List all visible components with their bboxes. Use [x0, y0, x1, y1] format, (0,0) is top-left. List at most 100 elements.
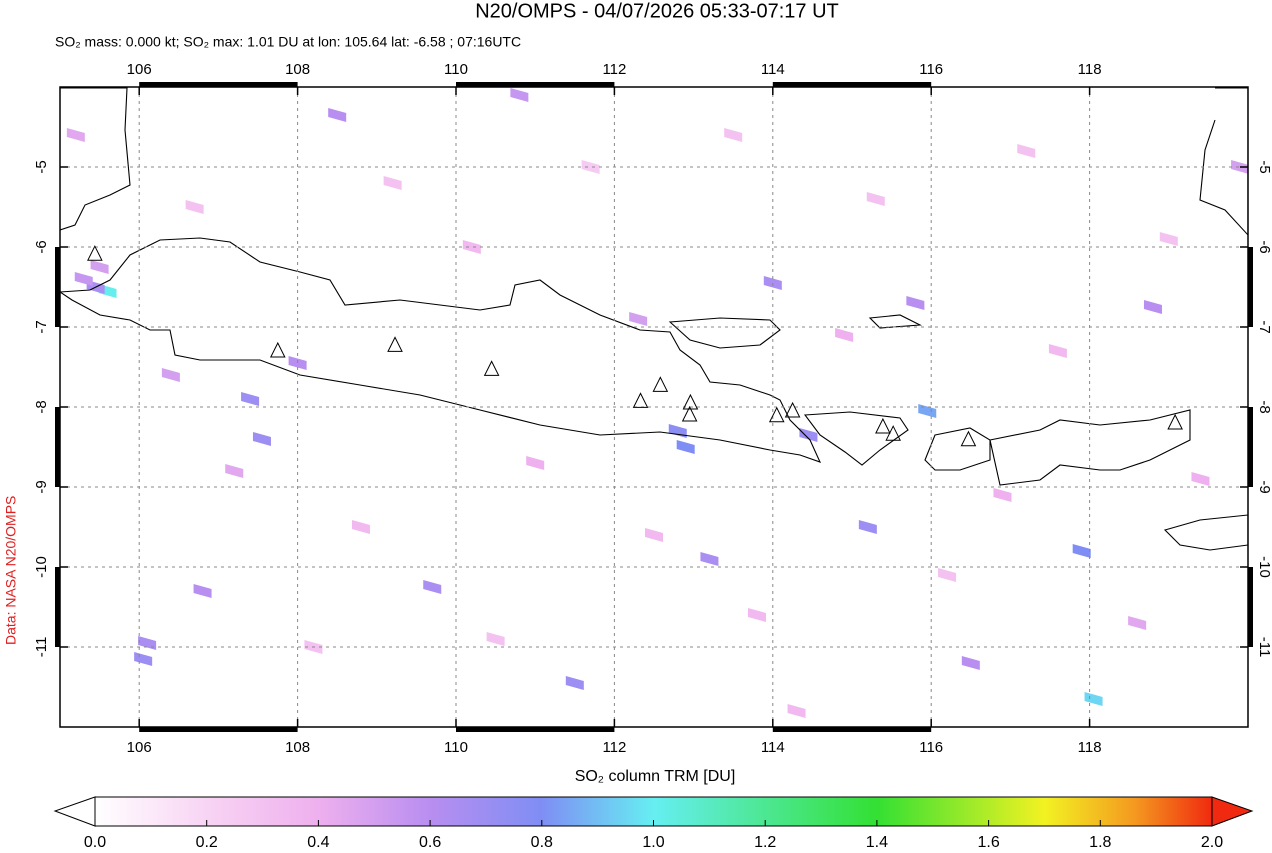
- so2-cell: [328, 108, 347, 122]
- so2-cell: [1143, 300, 1162, 314]
- so2-cells: [66, 88, 1248, 718]
- colorbar-tick-label: 0.8: [531, 834, 553, 851]
- colorbar-tick-label: 0.2: [196, 834, 218, 851]
- so2-cell: [486, 632, 505, 646]
- axes: 106 106 108 108 110 110 112 112 114 114 116 116 118 1…: [33, 61, 1272, 756]
- so2-cell: [134, 652, 153, 666]
- so2-cell: [423, 580, 442, 594]
- so2-cell: [799, 428, 818, 442]
- x-tick-label: 114: [761, 739, 785, 756]
- colorbar-tick-label: 1.0: [642, 834, 664, 851]
- so2-cell: [835, 328, 854, 342]
- volcano: [768, 406, 785, 423]
- frame-band: [772, 82, 932, 87]
- volcano: [885, 425, 901, 441]
- x-tick-label: 116: [919, 61, 943, 78]
- so2-cell: [938, 568, 957, 582]
- so2-cell: [787, 704, 806, 718]
- frame-band: [456, 727, 615, 732]
- volcano: [387, 336, 403, 352]
- so2-cell: [185, 200, 204, 214]
- coastline: [868, 314, 923, 329]
- colorbar-tick-label: 2.0: [1201, 834, 1223, 851]
- so2-cell: [161, 368, 180, 382]
- colorbar-tick-label: 1.4: [866, 834, 888, 851]
- x-tick-label: 106: [127, 61, 152, 78]
- so2-cell: [225, 464, 244, 478]
- so2-cell: [1191, 472, 1210, 486]
- y-tick-label: -5: [33, 160, 50, 173]
- y-tick-label: -5: [1256, 160, 1272, 173]
- so2-cell: [526, 456, 545, 470]
- so2-cell: [629, 312, 648, 326]
- coastlines: [60, 87, 1248, 551]
- so2-cell: [1128, 616, 1147, 630]
- x-tick-label: 110: [444, 739, 468, 756]
- so2-cell: [866, 192, 885, 206]
- coastline: [924, 427, 991, 471]
- y-tick-label: -7: [1256, 320, 1272, 333]
- frame-band: [456, 82, 615, 87]
- volcano: [87, 245, 103, 261]
- frame-band: [772, 727, 932, 732]
- coastline: [1163, 514, 1248, 551]
- y-tick-label: -11: [33, 637, 50, 658]
- colorbar-under: [53, 796, 96, 827]
- so2-cell: [74, 272, 93, 286]
- so2-cell: [510, 88, 529, 102]
- volcano: [784, 401, 801, 418]
- colorbar-tick-label: 1.2: [754, 834, 776, 851]
- x-tick-label: 108: [285, 739, 310, 756]
- so2-cell: [565, 676, 584, 690]
- so2-cell: [1017, 144, 1036, 158]
- volcano: [483, 360, 500, 376]
- x-tick-label: 112: [602, 739, 626, 756]
- coastline: [668, 317, 781, 349]
- frame-band: [1248, 247, 1253, 327]
- y-tick-label: -9: [33, 480, 50, 493]
- so2-cell: [906, 296, 925, 310]
- y-tick-label: -6: [1256, 240, 1272, 253]
- plot-frame: [59, 86, 1249, 728]
- y-tick-label: -11: [1256, 637, 1272, 658]
- colorbar: 0.0 0.2 0.4 0.6 0.8 1.0 1.2 1.4 1.6 1.8 2.0: [53, 796, 1254, 851]
- frame-band: [1248, 567, 1253, 647]
- y-tick-label: -10: [33, 556, 50, 578]
- colorbar-tick-label: 0.0: [84, 834, 106, 851]
- coastline: [1199, 87, 1248, 236]
- so2-cell: [1231, 160, 1248, 174]
- volcano: [652, 376, 669, 392]
- so2-cell: [90, 260, 109, 274]
- colorbar-tick-label: 0.6: [419, 834, 441, 851]
- coastline: [989, 409, 1191, 486]
- so2-cell: [1159, 232, 1178, 246]
- frame-band: [55, 247, 60, 327]
- frame-band: [55, 407, 60, 487]
- so2-cell: [858, 520, 877, 534]
- volcano: [681, 405, 698, 422]
- volcano: [269, 341, 286, 358]
- y-tick-label: -6: [33, 240, 50, 253]
- colorbar-tick-label: 1.8: [1089, 834, 1111, 851]
- x-tick-label: 106: [127, 739, 152, 756]
- volcano: [875, 417, 891, 434]
- so2-cell: [993, 488, 1012, 502]
- title: N20/OMPS - 04/07/2026 05:33-07:17 UT: [475, 0, 839, 22]
- so2-cell: [676, 440, 695, 454]
- so2-cell: [351, 520, 370, 534]
- colorbar-tick-label: 0.4: [307, 834, 329, 851]
- so2-cell: [1084, 692, 1103, 706]
- y-tick-label: -7: [33, 320, 50, 333]
- volcano: [960, 430, 977, 447]
- x-tick-label: 112: [602, 61, 626, 78]
- so2-cell: [581, 160, 600, 174]
- frame-band: [55, 567, 60, 647]
- y-tick-label: -9: [1256, 480, 1272, 493]
- so2-cell: [462, 240, 481, 254]
- so2-cell: [700, 552, 719, 566]
- so2-cell: [747, 608, 766, 622]
- frame-band: [139, 82, 298, 87]
- so2-cell: [961, 656, 980, 670]
- so2-cell: [724, 128, 743, 142]
